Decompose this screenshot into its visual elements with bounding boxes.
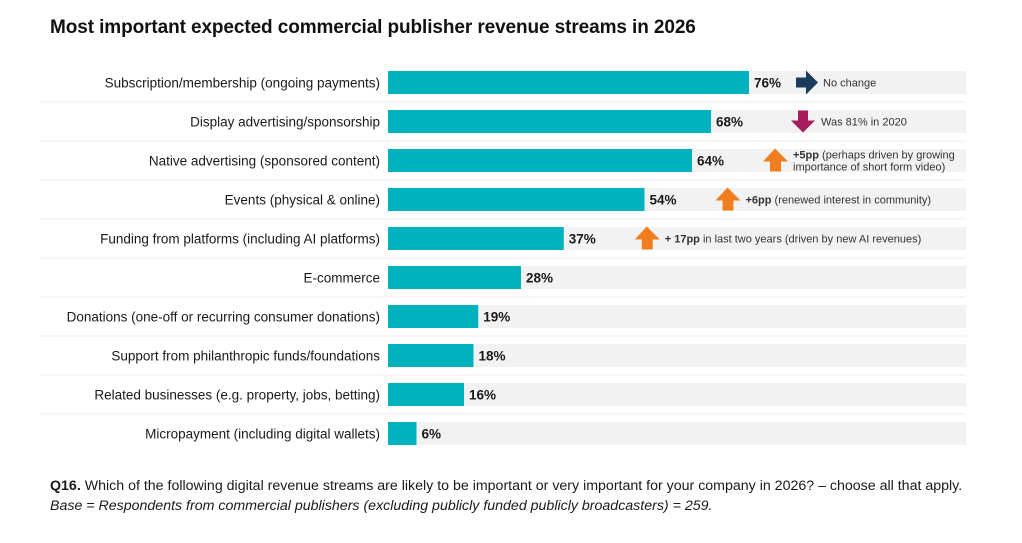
bar-track: [388, 383, 966, 406]
data-label: 76%: [754, 76, 781, 91]
footnote-question: Which of the following digital revenue s…: [80, 478, 963, 494]
category-label: Related businesses (e.g. property, jobs,…: [94, 388, 380, 403]
bar: [388, 422, 417, 445]
annotation-note: Was 81% in 2020: [821, 117, 907, 129]
annotation-change: +5pp: [793, 150, 819, 162]
annotation-change: + 17pp: [665, 234, 700, 246]
category-label: E-commerce: [303, 271, 380, 286]
bar-track: [388, 422, 966, 445]
annotation-change: +6pp: [746, 195, 772, 207]
category-label: Micropayment (including digital wallets): [145, 427, 380, 442]
arrow-up-icon: [634, 226, 660, 250]
annotation-note-line: importance of short form video): [793, 162, 945, 174]
data-label: 37%: [569, 232, 596, 247]
annotation-note: (perhaps driven by growing: [819, 150, 955, 162]
arrow-down-icon: [791, 110, 815, 133]
data-label: 64%: [697, 154, 724, 169]
bar: [388, 149, 692, 172]
category-label: Donations (one-off or recurring consumer…: [67, 310, 380, 325]
annotation-text: +5pp (perhaps driven by growing importanc…: [793, 150, 955, 174]
category-label: Funding from platforms (including AI pla…: [100, 232, 380, 247]
annotation-text: +6pp (renewed interest in community): [746, 195, 932, 207]
bar: [388, 383, 464, 406]
bar-chart: Subscription/membership (ongoing payment…: [40, 70, 966, 445]
arrow-right-icon: [796, 70, 818, 95]
footnote: Q16. Which of the following digital reve…: [50, 476, 990, 516]
annotation-note: No change: [823, 78, 876, 90]
category-label: Events (physical & online): [225, 193, 380, 208]
category-label: Subscription/membership (ongoing payment…: [105, 76, 380, 91]
bar: [388, 227, 564, 250]
data-label: 68%: [716, 115, 743, 130]
annotation-note: in last two years (driven by new AI reve…: [700, 234, 921, 246]
bar: [388, 188, 645, 211]
bar: [388, 71, 749, 94]
data-label: 18%: [479, 349, 506, 364]
arrow-up-icon: [763, 148, 788, 172]
bar-track: [388, 266, 966, 289]
annotation-text: Was 81% in 2020: [821, 117, 907, 129]
bar: [388, 266, 521, 289]
bar-track: [388, 305, 966, 328]
data-label: 19%: [483, 310, 510, 325]
bar-track: [388, 344, 966, 367]
bar: [388, 305, 479, 328]
category-label: Support from philanthropic funds/foundat…: [111, 349, 380, 364]
footnote-question-label: Q16.: [50, 478, 81, 494]
annotation-text: + 17pp in last two years (driven by new …: [665, 234, 921, 246]
category-label: Native advertising (sponsored content): [149, 154, 380, 169]
bar: [388, 344, 474, 367]
footnote-base: Base = Respondents from commercial publi…: [50, 498, 713, 514]
annotation-note: (renewed interest in community): [771, 195, 931, 207]
data-label: 54%: [650, 193, 677, 208]
chart-title: Most important expected commercial publi…: [50, 17, 696, 38]
category-label: Display advertising/sponsorship: [190, 115, 380, 130]
bar: [388, 110, 711, 133]
arrow-up-icon: [715, 187, 741, 211]
data-label: 6%: [422, 427, 442, 442]
annotation-text: No change: [823, 78, 876, 90]
data-label: 28%: [526, 271, 553, 286]
data-label: 16%: [469, 388, 496, 403]
